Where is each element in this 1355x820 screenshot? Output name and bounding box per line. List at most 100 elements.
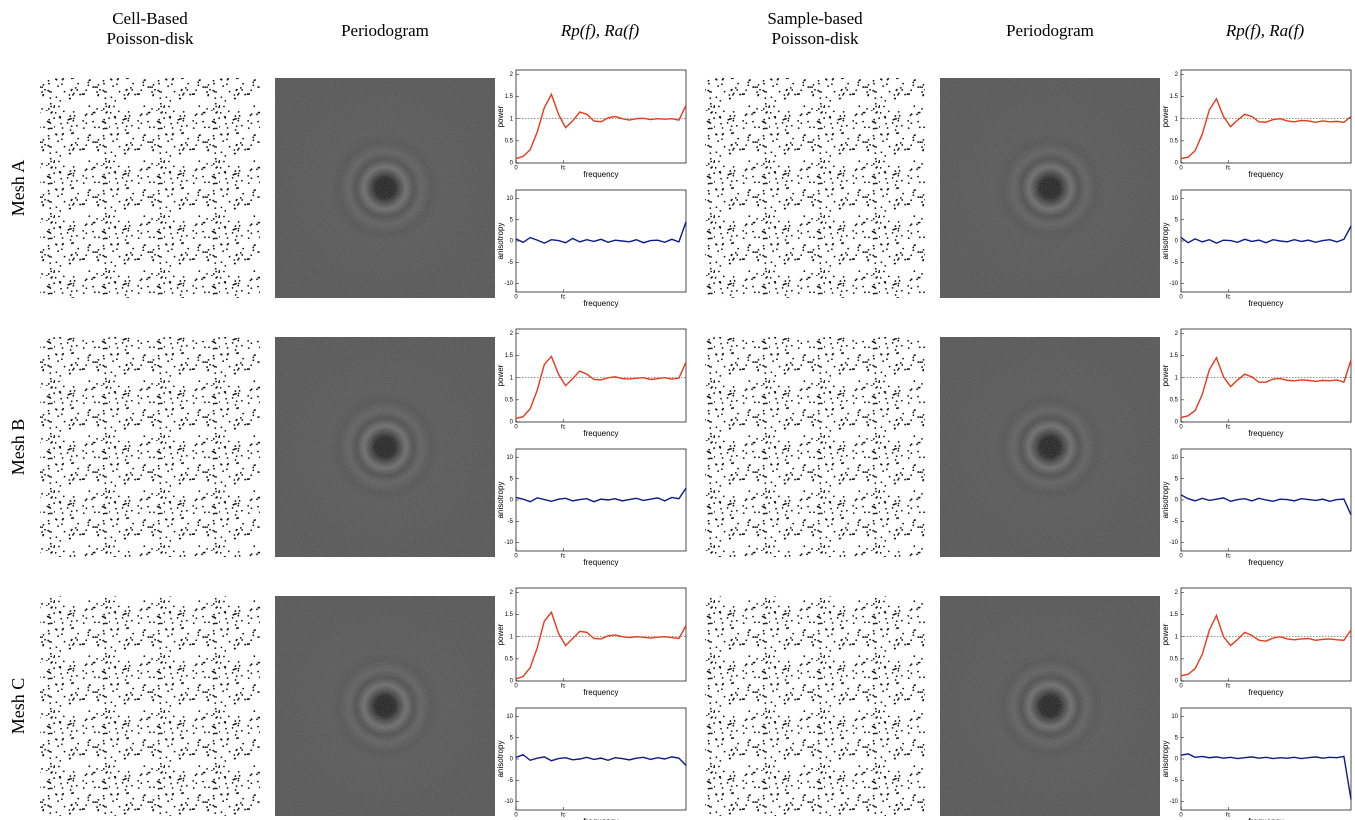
y-tick-label: 0 <box>510 239 514 245</box>
chart-frame <box>1181 588 1351 681</box>
x-tick-label: fc <box>1226 295 1231 301</box>
y-tick-label: 2 <box>510 72 514 78</box>
periodogram-noise <box>940 596 1160 816</box>
y-axis-label: power <box>1161 364 1170 386</box>
point-set-dots <box>40 78 260 298</box>
periodogram-noise <box>275 337 495 557</box>
y-tick-label: -10 <box>1169 281 1178 287</box>
x-axis-label: frequency <box>583 429 618 438</box>
column-header: Periodogram <box>1006 21 1094 40</box>
x-axis-label: frequency <box>583 170 618 179</box>
y-tick-label: 10 <box>506 455 513 461</box>
y-tick-label: -5 <box>1173 260 1179 266</box>
y-tick-label: -10 <box>504 281 513 287</box>
x-tick-label: 0 <box>514 425 518 431</box>
x-axis-label: frequency <box>583 299 618 308</box>
x-tick-label: fc <box>1226 425 1231 431</box>
y-tick-label: 0.5 <box>505 138 514 144</box>
point-set-dots <box>705 337 925 557</box>
x-tick-label: fc <box>1226 813 1231 819</box>
y-tick-label: 1 <box>1175 634 1179 640</box>
y-tick-label: 10 <box>506 714 513 720</box>
x-tick-label: 0 <box>1179 684 1183 690</box>
x-tick-label: fc <box>561 554 566 560</box>
y-tick-label: 2 <box>1175 72 1179 78</box>
y-tick-label: 1.5 <box>1170 612 1179 618</box>
y-axis-label: power <box>496 364 505 386</box>
x-tick-label: 0 <box>1179 166 1183 172</box>
x-axis-label: frequency <box>1248 299 1283 308</box>
y-tick-label: 10 <box>1171 714 1178 720</box>
column-header: Rp(f), Ra(f) <box>560 21 640 40</box>
periodogram-noise <box>940 78 1160 298</box>
periodogram-noise <box>940 337 1160 557</box>
y-axis-label: power <box>496 105 505 127</box>
y-tick-label: 1.5 <box>1170 94 1179 100</box>
y-tick-label: 0.5 <box>1170 397 1179 403</box>
y-tick-label: 2 <box>1175 331 1179 337</box>
chart-frame <box>516 449 686 551</box>
y-tick-label: 0 <box>1175 161 1179 167</box>
y-tick-label: -5 <box>508 778 514 784</box>
x-tick-label: fc <box>1226 684 1231 690</box>
y-axis-label: power <box>1161 623 1170 645</box>
y-axis-label: power <box>496 623 505 645</box>
x-tick-label: 0 <box>514 166 518 172</box>
row-label: Mesh C <box>8 678 28 735</box>
chart-frame <box>1181 708 1351 810</box>
y-tick-label: 1 <box>510 116 514 122</box>
x-axis-label: frequency <box>1248 429 1283 438</box>
y-tick-label: -5 <box>508 519 514 525</box>
row-label: Mesh B <box>8 419 28 476</box>
y-tick-label: 2 <box>510 331 514 337</box>
x-axis-label: frequency <box>1248 688 1283 697</box>
x-axis-label: frequency <box>1248 170 1283 179</box>
x-tick-label: 0 <box>514 684 518 690</box>
x-tick-label: fc <box>561 813 566 819</box>
row-label: Mesh A <box>8 160 28 217</box>
y-tick-label: 5 <box>510 476 514 482</box>
periodogram-noise <box>275 596 495 816</box>
x-axis-label: frequency <box>1248 558 1283 567</box>
y-tick-label: 10 <box>1171 196 1178 202</box>
x-tick-label: fc <box>561 684 566 690</box>
y-tick-label: 10 <box>1171 455 1178 461</box>
y-axis-label: anisotropy <box>1161 223 1170 260</box>
y-tick-label: 0 <box>510 498 514 504</box>
y-tick-label: 1 <box>1175 375 1179 381</box>
y-tick-label: 0 <box>510 757 514 763</box>
chart-frame <box>516 708 686 810</box>
point-set-dots <box>40 596 260 816</box>
y-tick-label: 0.5 <box>1170 138 1179 144</box>
y-axis-label: power <box>1161 105 1170 127</box>
y-tick-label: 0 <box>1175 420 1179 426</box>
y-tick-label: 1.5 <box>505 353 514 359</box>
y-tick-label: 2 <box>1175 590 1179 596</box>
y-tick-label: 0.5 <box>1170 656 1179 662</box>
y-axis-label: anisotropy <box>496 482 505 519</box>
x-tick-label: fc <box>561 295 566 301</box>
x-tick-label: 0 <box>514 295 518 301</box>
y-tick-label: 1 <box>510 634 514 640</box>
point-set-dots <box>40 337 260 557</box>
y-tick-label: -5 <box>508 260 514 266</box>
y-tick-label: 0 <box>1175 239 1179 245</box>
y-tick-label: 5 <box>510 735 514 741</box>
x-tick-label: 0 <box>514 813 518 819</box>
x-tick-label: fc <box>1226 554 1231 560</box>
chart-frame <box>1181 329 1351 422</box>
y-tick-label: -10 <box>504 799 513 805</box>
x-tick-label: 0 <box>1179 813 1183 819</box>
y-axis-label: anisotropy <box>496 223 505 260</box>
y-axis-label: anisotropy <box>1161 482 1170 519</box>
y-tick-label: 0 <box>510 420 514 426</box>
point-set-dots <box>705 596 925 816</box>
y-tick-label: 5 <box>510 217 514 223</box>
y-tick-label: 1 <box>1175 116 1179 122</box>
periodogram-noise <box>275 78 495 298</box>
x-axis-label: frequency <box>583 688 618 697</box>
column-header: Sample-based <box>767 9 863 28</box>
y-tick-label: -10 <box>1169 799 1178 805</box>
y-tick-label: 0 <box>1175 757 1179 763</box>
x-tick-label: fc <box>561 166 566 172</box>
